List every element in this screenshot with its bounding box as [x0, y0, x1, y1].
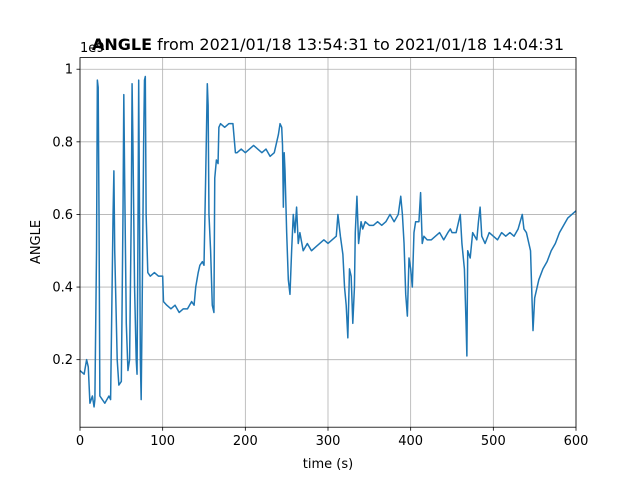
x-tick-label: 500 — [481, 434, 506, 449]
x-tick-label: 600 — [564, 434, 589, 449]
x-tick-label: 300 — [316, 434, 341, 449]
x-tick-label: 0 — [76, 434, 84, 449]
y-axis-label: ANGLE — [29, 220, 44, 264]
x-tick-label: 400 — [398, 434, 423, 449]
x-axis-label: time (s) — [303, 457, 353, 472]
y-tick-label: 1 — [65, 63, 73, 78]
y-tick-label: 0.4 — [52, 281, 73, 296]
y-tick-label: 0.2 — [52, 353, 73, 368]
y-offset-label: 1e9 — [80, 41, 105, 56]
title-bold: ANGLE — [92, 35, 152, 54]
title-rest: from 2021/01/18 13:54:31 to 2021/01/18 1… — [157, 35, 564, 54]
data-line — [79, 75, 577, 408]
x-tick-label: 200 — [233, 434, 258, 449]
chart-title: ANGLE from 2021/01/18 13:54:31 to 2021/0… — [92, 35, 564, 54]
plot-frame — [79, 57, 577, 428]
y-tick-label: 0.8 — [52, 135, 73, 150]
y-tick-label: 0.6 — [52, 208, 73, 223]
x-tick-label: 100 — [150, 434, 175, 449]
